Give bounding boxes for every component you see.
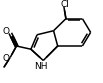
Text: O: O <box>3 27 10 36</box>
Text: O: O <box>3 54 10 63</box>
Text: Cl: Cl <box>60 0 69 9</box>
Text: NH: NH <box>34 62 48 71</box>
